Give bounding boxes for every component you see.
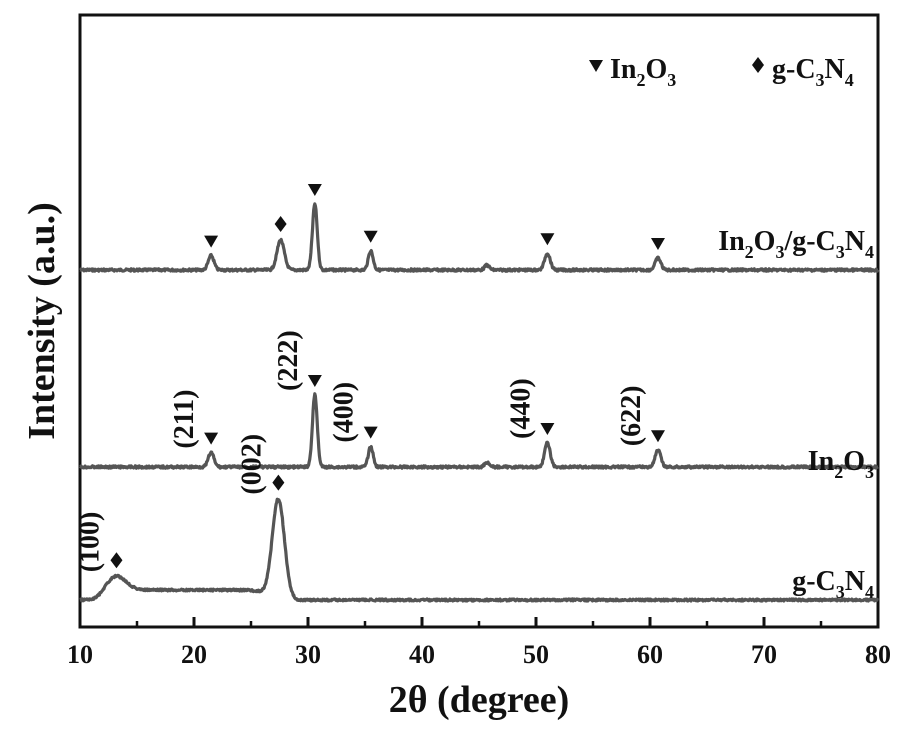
legend: In2O3 g-C3N4 [589, 54, 854, 90]
diamond-marker [275, 216, 287, 232]
series-label: g-C3N4 [792, 566, 874, 602]
peak-markers [110, 184, 665, 568]
hkl-label: (440) [505, 378, 536, 439]
triangle-marker [651, 430, 665, 442]
triangle-marker [651, 238, 665, 250]
legend-label: In2O3 [610, 54, 676, 90]
triangle-marker [204, 236, 218, 248]
series-line [80, 499, 878, 601]
series-label: In2O3 [808, 446, 874, 482]
x-tick-label: 20 [181, 640, 207, 669]
triangle-marker [204, 433, 218, 445]
triangle-marker [308, 184, 322, 196]
y-axis-title: Intensity (a.u.) [21, 202, 63, 440]
series-labels: In2O3/g-C3N4 In2O3 g-C3N4 [718, 226, 874, 602]
x-axis-title: 2θ (degree) [389, 679, 570, 721]
x-tick-label: 10 [67, 640, 93, 669]
x-tick-label: 80 [865, 640, 891, 669]
triangle-marker [364, 427, 378, 439]
x-tick-label: 40 [409, 640, 435, 669]
series-label: In2O3/g-C3N4 [718, 226, 874, 262]
hkl-label: (622) [616, 386, 647, 447]
x-tick-label: 30 [295, 640, 321, 669]
x-axis: 10 20 30 40 50 60 70 80 [67, 617, 891, 669]
triangle-marker [308, 375, 322, 387]
triangle-marker [364, 231, 378, 243]
x-tick-label: 60 [637, 640, 663, 669]
triangle-marker [540, 423, 554, 435]
diamond-marker [272, 475, 284, 491]
plot-frame [80, 15, 878, 627]
hkl-label: (211) [169, 389, 200, 448]
triangle-marker [540, 233, 554, 245]
x-tick-label: 70 [751, 640, 777, 669]
hkl-label: (222) [273, 330, 304, 391]
legend-diamond-marker [752, 57, 764, 73]
legend-triangle-marker [589, 60, 603, 72]
legend-label: g-C3N4 [772, 54, 854, 90]
hkl-label: (100) [74, 512, 105, 573]
x-tick-label: 50 [523, 640, 549, 669]
diamond-marker [110, 552, 122, 568]
hkl-labels: (211) (222) (400) (440) (622) (100) (002) [74, 330, 647, 572]
hkl-label: (002) [236, 434, 267, 495]
hkl-label: (400) [329, 382, 360, 443]
